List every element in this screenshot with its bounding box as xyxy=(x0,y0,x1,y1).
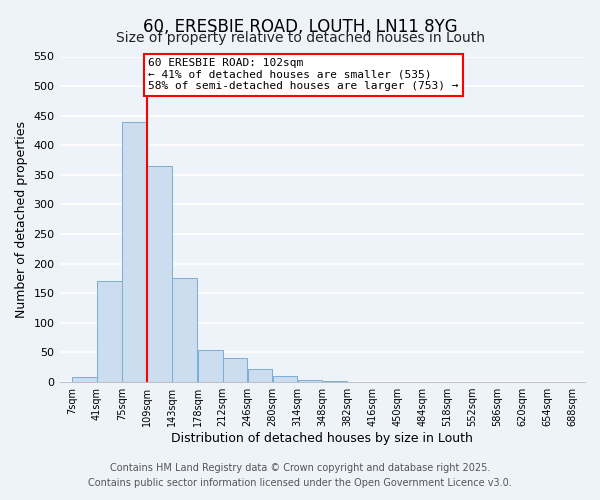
Bar xyxy=(273,376,298,382)
Text: 60 ERESBIE ROAD: 102sqm
← 41% of detached houses are smaller (535)
58% of semi-d: 60 ERESBIE ROAD: 102sqm ← 41% of detache… xyxy=(148,58,459,92)
Text: Contains HM Land Registry data © Crown copyright and database right 2025.
Contai: Contains HM Land Registry data © Crown c… xyxy=(88,462,512,487)
Bar xyxy=(97,282,122,382)
Bar xyxy=(223,358,247,382)
Bar xyxy=(72,378,97,382)
Bar xyxy=(198,350,223,382)
Bar xyxy=(298,380,322,382)
X-axis label: Distribution of detached houses by size in Louth: Distribution of detached houses by size … xyxy=(172,432,473,445)
Bar xyxy=(122,122,147,382)
Bar xyxy=(248,369,272,382)
Text: Size of property relative to detached houses in Louth: Size of property relative to detached ho… xyxy=(115,31,485,45)
Text: 60, ERESBIE ROAD, LOUTH, LN11 8YG: 60, ERESBIE ROAD, LOUTH, LN11 8YG xyxy=(143,18,457,36)
Bar xyxy=(147,166,172,382)
Bar xyxy=(172,278,197,382)
Y-axis label: Number of detached properties: Number of detached properties xyxy=(15,121,28,318)
